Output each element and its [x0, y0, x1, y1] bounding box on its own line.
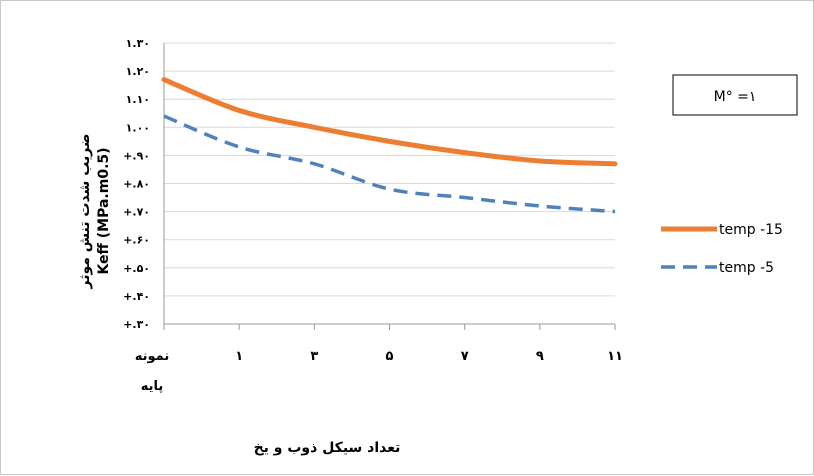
y-tick-label: +.۴۰	[123, 290, 150, 303]
y-tick-label: ۱.۳۰	[126, 37, 150, 50]
legend-label: temp -15	[719, 222, 783, 238]
x-tick-label: نمونه	[135, 349, 170, 364]
y-tick-label: +.۸۰	[123, 178, 150, 191]
y-tick-labels: +.۳۰ +.۴۰ +.۵۰ +.۶۰ +.۷۰ +.۸۰ +.۹۰ ۱.۰۰ ۱.۱۰ ۱.۲۰…	[123, 37, 150, 331]
x-axis-title: تعداد سیکل ذوب و یخ	[254, 440, 401, 456]
x-tick-label: ۳	[310, 349, 318, 364]
x-tick-labels: نمونه پایه ۱ ۳ ۵ ۷ ۹ ۱۱	[135, 324, 623, 394]
annotation-text: M° =۱	[714, 89, 757, 105]
legend: temp -15 temp -5	[661, 222, 783, 276]
x-tick-label: ۵	[386, 349, 394, 364]
y-tick-label: +.۵۰	[123, 262, 150, 275]
x-tick-label: ۱۱	[607, 349, 623, 364]
y-tick-label: ۱.۰۰	[126, 121, 150, 134]
y-axis-title-line1: ضریب شدت تنش موثر	[77, 133, 93, 289]
y-tick-label: +.۳۰	[123, 318, 150, 331]
x-tick-label: پایه	[141, 379, 164, 394]
annotation-box: M° =۱	[673, 75, 797, 115]
legend-label: temp -5	[719, 260, 774, 276]
y-tick-label: ۱.۲۰	[126, 65, 150, 78]
y-axis-title-line2: Keff (MPa.m0.5)	[96, 147, 112, 274]
y-tick-label: ۱.۱۰	[126, 93, 150, 106]
y-tick-label: +.۹۰	[123, 149, 150, 162]
gridlines	[164, 43, 615, 296]
y-tick-label: +.۷۰	[123, 206, 150, 219]
x-tick-label: ۷	[461, 349, 469, 364]
y-tick-label: +.۶۰	[123, 234, 150, 247]
x-tick-label: ۱	[235, 349, 243, 364]
series-line	[164, 80, 615, 164]
x-tick-label: ۹	[536, 349, 544, 364]
